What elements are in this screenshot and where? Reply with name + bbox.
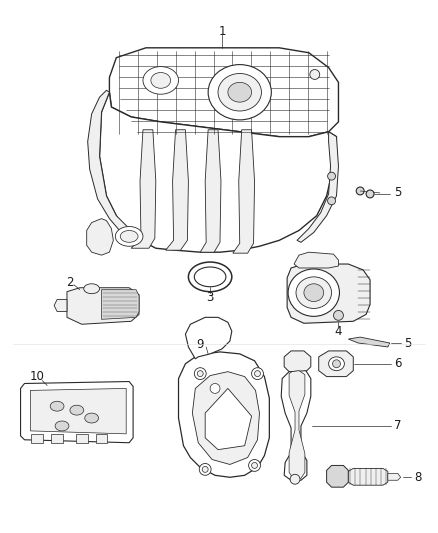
Ellipse shape [85, 413, 99, 423]
Polygon shape [388, 473, 401, 480]
Polygon shape [67, 288, 139, 324]
Ellipse shape [228, 83, 251, 102]
Ellipse shape [254, 370, 261, 377]
Polygon shape [102, 290, 139, 319]
Polygon shape [166, 130, 188, 250]
Ellipse shape [188, 262, 232, 292]
Ellipse shape [208, 64, 271, 120]
Polygon shape [30, 389, 126, 434]
Polygon shape [179, 352, 269, 477]
Ellipse shape [120, 230, 138, 243]
Polygon shape [32, 434, 43, 443]
Text: 1: 1 [218, 25, 226, 37]
Text: 9: 9 [197, 337, 204, 351]
Ellipse shape [50, 401, 64, 411]
Ellipse shape [332, 360, 340, 368]
Polygon shape [87, 219, 113, 255]
Ellipse shape [210, 384, 220, 393]
Polygon shape [185, 317, 232, 359]
Polygon shape [88, 90, 141, 243]
Ellipse shape [70, 405, 84, 415]
Polygon shape [281, 367, 311, 480]
Ellipse shape [333, 310, 343, 320]
Ellipse shape [310, 69, 320, 79]
Polygon shape [110, 48, 339, 136]
Polygon shape [319, 351, 353, 377]
Text: 8: 8 [414, 471, 421, 484]
Ellipse shape [288, 269, 339, 317]
Ellipse shape [366, 190, 374, 198]
Polygon shape [284, 351, 311, 372]
Ellipse shape [151, 72, 171, 88]
Ellipse shape [328, 357, 344, 370]
Polygon shape [287, 264, 370, 324]
Ellipse shape [55, 421, 69, 431]
Text: 3: 3 [206, 291, 214, 304]
Polygon shape [99, 92, 336, 252]
Ellipse shape [218, 74, 261, 111]
Polygon shape [54, 300, 67, 311]
Ellipse shape [194, 368, 206, 379]
Ellipse shape [197, 370, 203, 377]
Ellipse shape [249, 459, 261, 471]
Ellipse shape [194, 267, 226, 287]
Ellipse shape [328, 197, 336, 205]
Ellipse shape [84, 284, 99, 294]
Ellipse shape [115, 227, 143, 246]
Ellipse shape [251, 368, 263, 379]
Polygon shape [297, 132, 339, 243]
Polygon shape [294, 252, 339, 268]
Text: 10: 10 [30, 370, 45, 383]
Ellipse shape [328, 172, 336, 180]
Ellipse shape [202, 466, 208, 472]
Polygon shape [348, 337, 390, 347]
Polygon shape [95, 434, 107, 443]
Polygon shape [348, 469, 388, 485]
Ellipse shape [290, 474, 300, 484]
Polygon shape [327, 465, 348, 487]
Polygon shape [131, 130, 156, 248]
Ellipse shape [251, 463, 258, 469]
Polygon shape [192, 372, 259, 464]
Polygon shape [233, 130, 254, 253]
Text: 2: 2 [66, 276, 74, 289]
Text: 5: 5 [394, 187, 401, 199]
Polygon shape [51, 434, 63, 443]
Polygon shape [76, 434, 88, 443]
Ellipse shape [296, 277, 332, 309]
Ellipse shape [304, 284, 324, 302]
Ellipse shape [199, 464, 211, 475]
Text: 7: 7 [394, 419, 402, 432]
Ellipse shape [356, 187, 364, 195]
Polygon shape [200, 130, 221, 252]
Text: 5: 5 [404, 336, 411, 350]
Ellipse shape [143, 67, 179, 94]
Polygon shape [21, 382, 133, 443]
Polygon shape [289, 370, 305, 478]
Polygon shape [205, 389, 251, 450]
Text: 6: 6 [394, 357, 402, 370]
Text: 4: 4 [335, 325, 342, 338]
